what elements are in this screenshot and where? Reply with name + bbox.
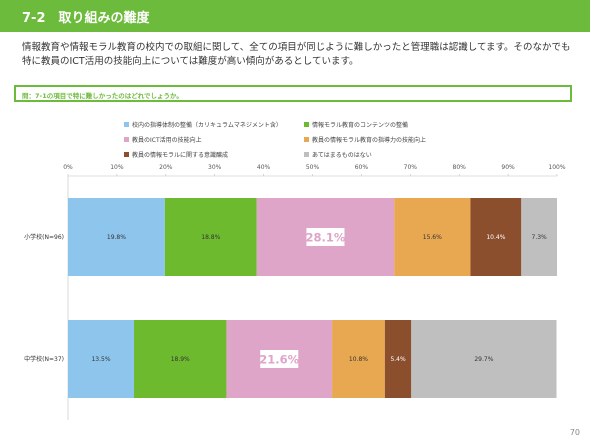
- legend-item: 教員のICT活用の技能向上: [124, 135, 202, 144]
- data-label: 13.5%: [91, 356, 110, 363]
- data-label: 7.3%: [532, 234, 548, 241]
- legend-label: 教員のICT活用の技能向上: [132, 137, 202, 144]
- legend-item: 教員の情報モラルに関する意識醸成: [124, 150, 228, 159]
- legend-swatch: [304, 152, 309, 157]
- data-label: 21.6%: [259, 353, 299, 367]
- legend-label: 校内の指導体制の整備（カリキュラムマネジメント含）: [132, 122, 282, 129]
- bar-segment: [521, 198, 557, 276]
- data-label: 10.4%: [486, 234, 505, 241]
- legend-swatch: [304, 122, 309, 127]
- data-label: 19.8%: [107, 234, 126, 241]
- highlight-label-box: [260, 350, 299, 368]
- bar-segment: [470, 198, 522, 276]
- category-label: 小学校(N=96): [24, 233, 64, 241]
- data-label: 5.4%: [390, 356, 406, 363]
- data-label: 29.7%: [474, 356, 493, 363]
- highlight-label-box: [306, 228, 345, 246]
- legend-swatch: [124, 122, 129, 127]
- x-tick-label: 50%: [306, 164, 320, 171]
- legend-label: 情報モラル教育のコンテンツの整備: [312, 122, 409, 129]
- legend-swatch: [304, 137, 309, 142]
- legend-item: 校内の指導体制の整備（カリキュラムマネジメント含）: [124, 120, 282, 129]
- question-box: 問：7-1の項目で特に難しかったのはどれでしょうか。: [14, 85, 572, 102]
- data-label: 18.9%: [171, 356, 190, 363]
- x-tick-label: 0%: [63, 164, 73, 171]
- description-text: 情報教育や情報モラル教育の校内での取組に関して、全ての項目が同じように難しかった…: [22, 42, 571, 67]
- x-tick-label: 10%: [110, 164, 124, 171]
- legend-label: 教員の情報モラル教育の指導力の技能向上: [312, 137, 427, 144]
- legend-item: 情報モラル教育のコンテンツの整備: [304, 120, 408, 129]
- data-label: 10.8%: [349, 356, 368, 363]
- x-tick-label: 30%: [208, 164, 222, 171]
- bar-segment: [411, 320, 557, 398]
- x-tick-label: 40%: [257, 164, 271, 171]
- x-tick-label: 80%: [453, 164, 467, 171]
- bar-segment: [134, 320, 227, 398]
- x-tick-label: 60%: [355, 164, 369, 171]
- x-tick-label: 20%: [159, 164, 173, 171]
- legend-label: 教員の情報モラルに関する意識醸成: [132, 152, 229, 159]
- legend-label: あてはまるものはない: [312, 152, 372, 159]
- x-tick-label: 90%: [501, 164, 515, 171]
- x-tick-label: 70%: [404, 164, 418, 171]
- page-title: 7-2 取り組みの難度: [22, 11, 150, 26]
- data-label: 18.8%: [201, 234, 220, 241]
- x-tick-label: 100%: [548, 164, 565, 171]
- data-label: 28.1%: [306, 231, 346, 245]
- legend-swatch: [124, 137, 129, 142]
- bar-segment: [394, 198, 471, 276]
- bar-segment: [164, 198, 257, 276]
- page-number: 70: [569, 428, 580, 437]
- legend-item: あてはまるものはない: [304, 150, 372, 159]
- category-label: 中学校(N=37): [24, 355, 64, 363]
- header-bar: 7-2 取り組みの難度: [0, 0, 590, 32]
- legend-item: 教員の情報モラル教育の指導力の技能向上: [304, 135, 426, 144]
- bar-segment: [68, 198, 165, 276]
- legend-swatch: [124, 152, 129, 157]
- data-label: 15.6%: [423, 234, 442, 241]
- bar-segment: [68, 320, 135, 398]
- question-text: 問：7-1の項目で特に難しかったのはどれでしょうか。: [22, 92, 183, 100]
- bar-segment: [384, 320, 412, 398]
- bar-segment: [332, 320, 385, 398]
